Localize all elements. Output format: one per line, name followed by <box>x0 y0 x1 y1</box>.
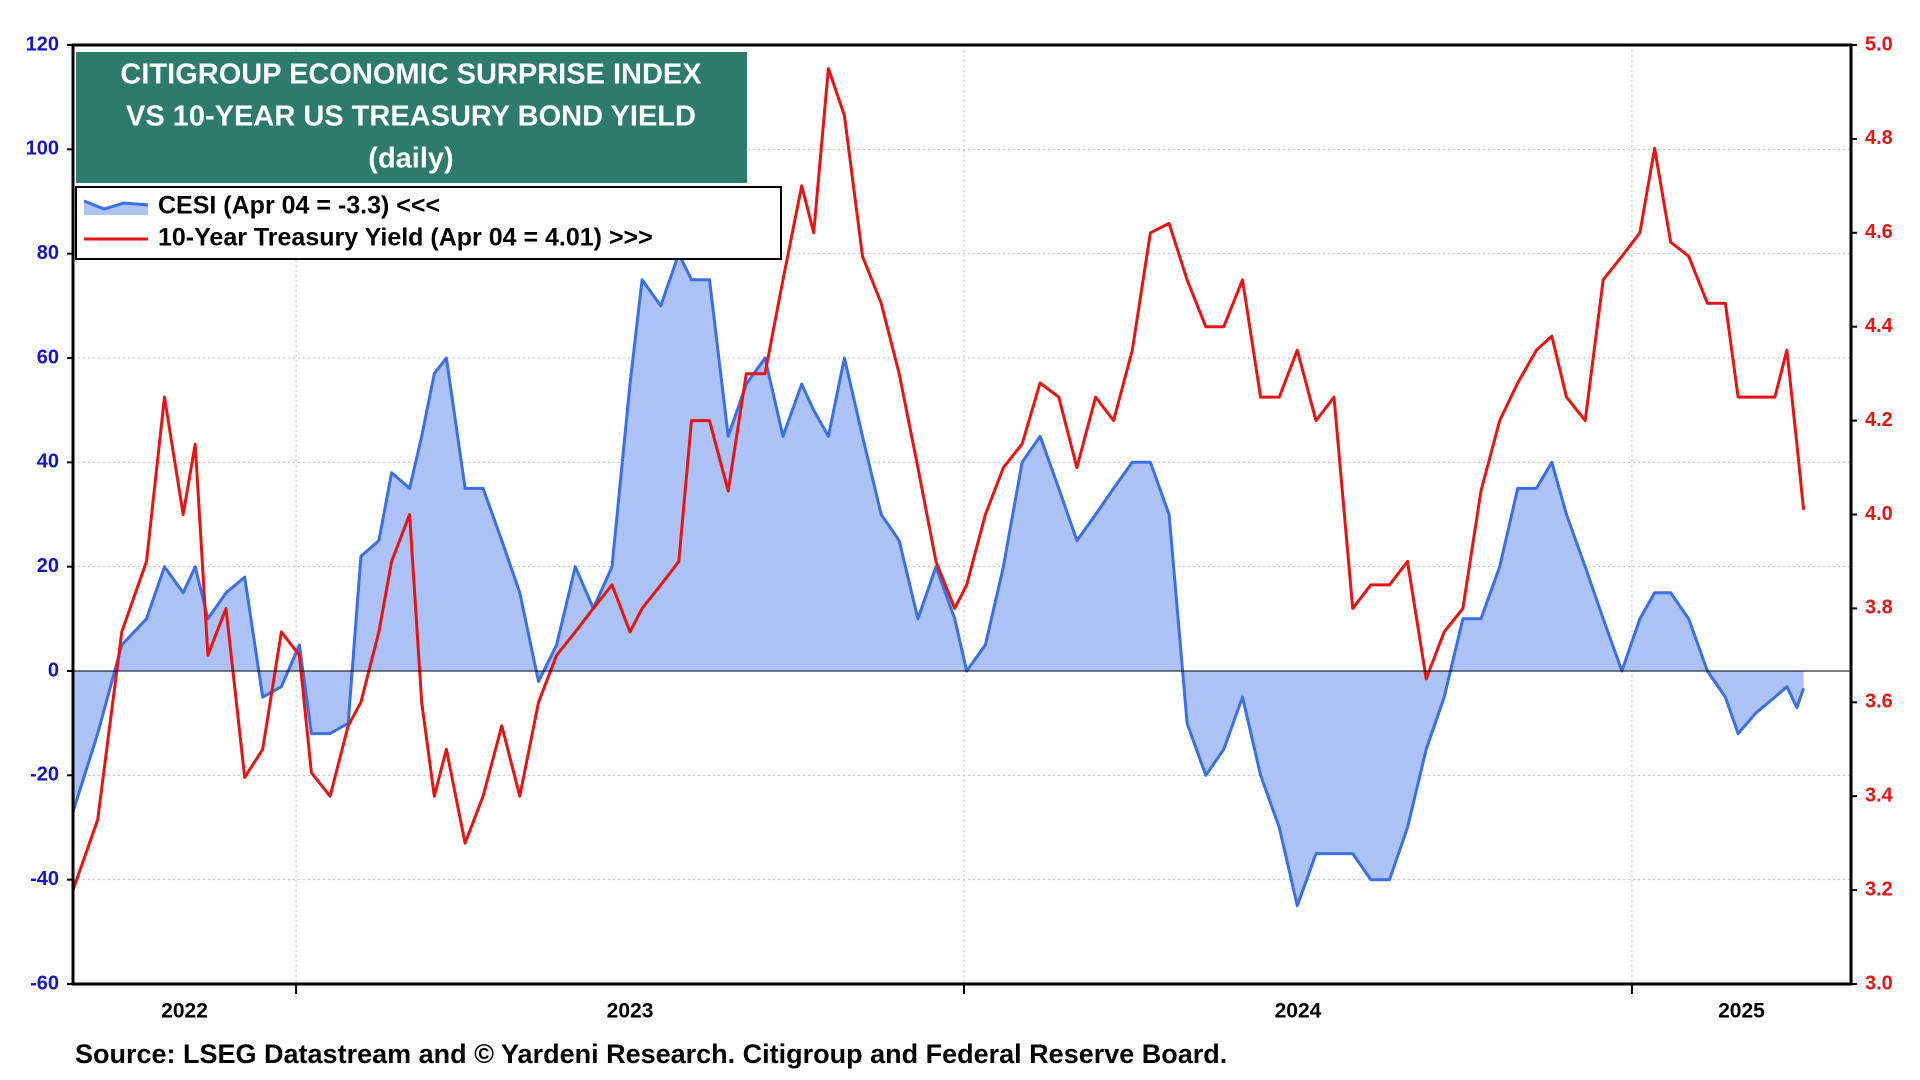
y-tick-label: 40 <box>37 451 59 473</box>
legend-label: 10-Year Treasury Yield (Apr 04 = 4.01) >… <box>158 224 653 252</box>
chart-title: CITIGROUP ECONOMIC SURPRISE INDEX <box>120 59 702 91</box>
chart-title: VS 10-YEAR US TREASURY BOND YIELD <box>126 101 696 133</box>
y2-tick-label: 3.2 <box>1865 878 1893 900</box>
area <box>73 253 1804 906</box>
y2-tick-label: 4.4 <box>1865 315 1894 337</box>
y2-tick-label: 4.8 <box>1865 127 1893 149</box>
legend-box <box>75 186 782 260</box>
series-line <box>71 67 1806 891</box>
y2-tick-label: 4.2 <box>1865 409 1893 431</box>
x-tick-label: 2023 <box>607 1000 654 1023</box>
x-tick-label: 2022 <box>161 1000 208 1023</box>
y-tick-label: -60 <box>30 972 59 994</box>
series-line <box>71 252 1806 908</box>
y-tick-label: -40 <box>30 868 59 890</box>
y2-tick-label: 3.6 <box>1865 691 1893 713</box>
legend-label: CESI (Apr 04 = -3.3) <<< <box>158 192 440 220</box>
y2-tick-label: 3.0 <box>1865 972 1893 994</box>
plot-area <box>71 45 1851 984</box>
y2-tick-label: 4.0 <box>1865 503 1893 525</box>
y-tick-label: 60 <box>37 346 59 368</box>
y2-tick-label: 3.8 <box>1865 597 1893 619</box>
y-tick-label: 20 <box>37 555 59 577</box>
title-box <box>76 52 747 183</box>
y-tick-label: 100 <box>26 138 59 160</box>
y2-tick-label: 5.0 <box>1865 33 1893 55</box>
y2-tick-label: 3.4 <box>1865 784 1894 806</box>
x-tick-label: 2024 <box>1275 1000 1322 1023</box>
plot-frame <box>71 43 1853 986</box>
y-tick-label: 120 <box>26 33 59 55</box>
source-note: Source: LSEG Datastream and © Yardeni Re… <box>75 1039 1227 1069</box>
y-tick-label: 80 <box>37 242 59 264</box>
x-tick-label: 2025 <box>1718 1000 1765 1023</box>
y2-tick-label: 4.6 <box>1865 221 1893 243</box>
legend-swatch <box>83 199 149 211</box>
y-tick-label: -20 <box>30 764 59 786</box>
y-tick-label: 0 <box>48 659 59 681</box>
chart-subtitle: (daily) <box>368 143 453 175</box>
